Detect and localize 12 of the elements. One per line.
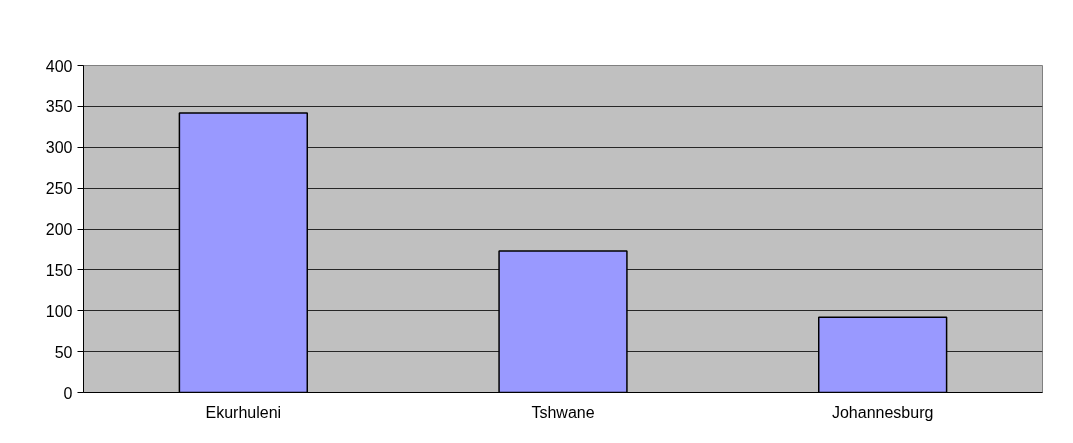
y-tick-label: 400 [45, 57, 73, 75]
y-tick-label: 200 [45, 221, 73, 238]
y-tick-label: 350 [45, 98, 73, 116]
y-tick-label: 0 [63, 384, 73, 402]
x-tick-label: Johannesburg [831, 403, 934, 421]
x-tick-label: Ekurhuleni [205, 403, 282, 421]
x-tick-label: Tshwane [531, 403, 595, 421]
y-tick-label: 250 [45, 180, 73, 198]
y-tick-label: 150 [45, 261, 73, 279]
y-tick-label: 100 [45, 302, 73, 320]
y-tick-label: 300 [45, 139, 73, 157]
y-tick-label: 50 [54, 343, 73, 361]
